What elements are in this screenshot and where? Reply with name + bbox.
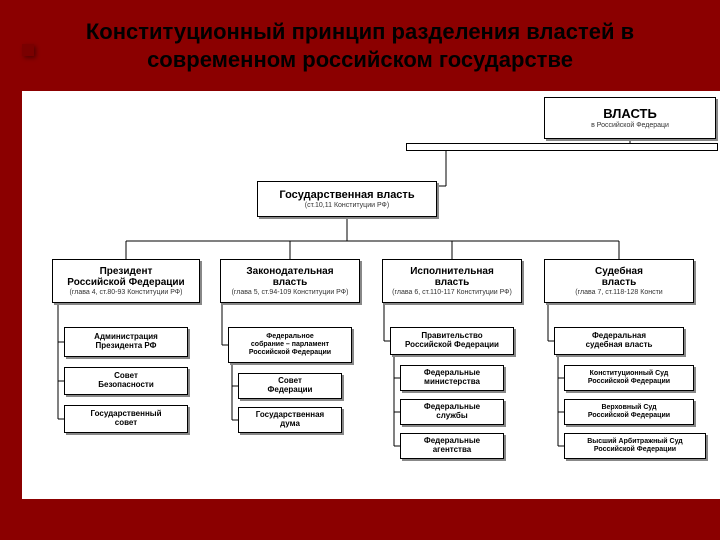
node-title: Федеральныеагентства	[404, 437, 500, 455]
node-title: Верховный СудРоссийской Федерации	[568, 404, 690, 419]
node-title: Федеральнаясудебная власть	[558, 332, 680, 350]
node-title: Федеральныеслужбы	[404, 403, 500, 421]
node-subtitle: (глава 5, ст.94-109 Конституции РФ)	[224, 289, 356, 297]
node-fedsob: Федеральноесобрание – парламентРоссийско…	[228, 327, 352, 363]
node-fag: Федеральныеагентства	[400, 433, 504, 459]
node-title: ПрезидентРоссийской Федерации	[56, 266, 196, 288]
node-subtitle: (глава 4, ст.80-93 Конституции РФ)	[56, 289, 196, 297]
node-prez: ПрезидентРоссийской Федерации(глава 4, с…	[52, 259, 200, 303]
node-title: Государственнаядума	[242, 411, 338, 429]
node-sud: Судебнаявласть(глава 7, ст.118-128 Конст…	[544, 259, 694, 303]
node-title: Государственная власть	[261, 189, 433, 201]
node-gossov: Государственныйсовет	[64, 405, 188, 433]
node-vas: Высший Арбитражный СудРоссийской Федерац…	[564, 433, 706, 459]
node-title: Исполнительнаявласть	[386, 266, 518, 288]
node-sovbez: СоветБезопасности	[64, 367, 188, 395]
node-title: ПравительствоРоссийской Федерации	[394, 332, 510, 350]
node-vlast: ВЛАСТЬв Российской Федераци	[544, 97, 716, 139]
node-isp: Исполнительнаявласть(глава 6, ст.110-117…	[382, 259, 522, 303]
node-title: ВЛАСТЬ	[548, 107, 712, 121]
node-title: Высший Арбитражный СудРоссийской Федерац…	[568, 438, 702, 453]
node-title: СоветФедерации	[242, 377, 338, 395]
node-subtitle: (ст.10,11 Конституции РФ)	[261, 202, 433, 210]
node-title: Судебнаявласть	[548, 266, 690, 288]
node-subtitle: в Российской Федераци	[548, 122, 712, 130]
node-prav: ПравительствоРоссийской Федерации	[390, 327, 514, 355]
node-sovfed: СоветФедерации	[238, 373, 342, 399]
node-subtitle: (глава 6, ст.110-117 Конституции РФ)	[386, 289, 518, 297]
title-area: Конституционный принцип разделения власт…	[0, 0, 720, 83]
node-title: Конституционный СудРоссийской Федерации	[568, 370, 690, 385]
node-title: Федеральноесобрание – парламентРоссийско…	[232, 333, 348, 356]
node-gos: Государственная власть(ст.10,11 Конститу…	[257, 181, 437, 217]
node-fsv: Федеральнаясудебная власть	[554, 327, 684, 355]
node-bar	[406, 143, 718, 151]
node-title: Федеральныеминистерства	[404, 369, 500, 387]
node-title: СоветБезопасности	[68, 372, 184, 390]
slide-accent	[22, 44, 34, 56]
node-title: Государственныйсовет	[68, 410, 184, 428]
node-ks: Конституционный СудРоссийской Федерации	[564, 365, 694, 391]
node-title: АдминистрацияПрезидента РФ	[68, 333, 184, 351]
node-zak: Законодательнаявласть(глава 5, ст.94-109…	[220, 259, 360, 303]
node-fmin: Федеральныеминистерства	[400, 365, 504, 391]
diagram: ВЛАСТЬв Российской Федераци Государственн…	[22, 91, 720, 499]
node-duma: Государственнаядума	[238, 407, 342, 433]
node-title: Законодательнаявласть	[224, 266, 356, 288]
node-subtitle: (глава 7, ст.118-128 Консти	[548, 289, 690, 297]
node-fslu: Федеральныеслужбы	[400, 399, 504, 425]
node-admin: АдминистрацияПрезидента РФ	[64, 327, 188, 357]
node-vs: Верховный СудРоссийской Федерации	[564, 399, 694, 425]
slide-title: Конституционный принцип разделения власт…	[40, 18, 680, 73]
